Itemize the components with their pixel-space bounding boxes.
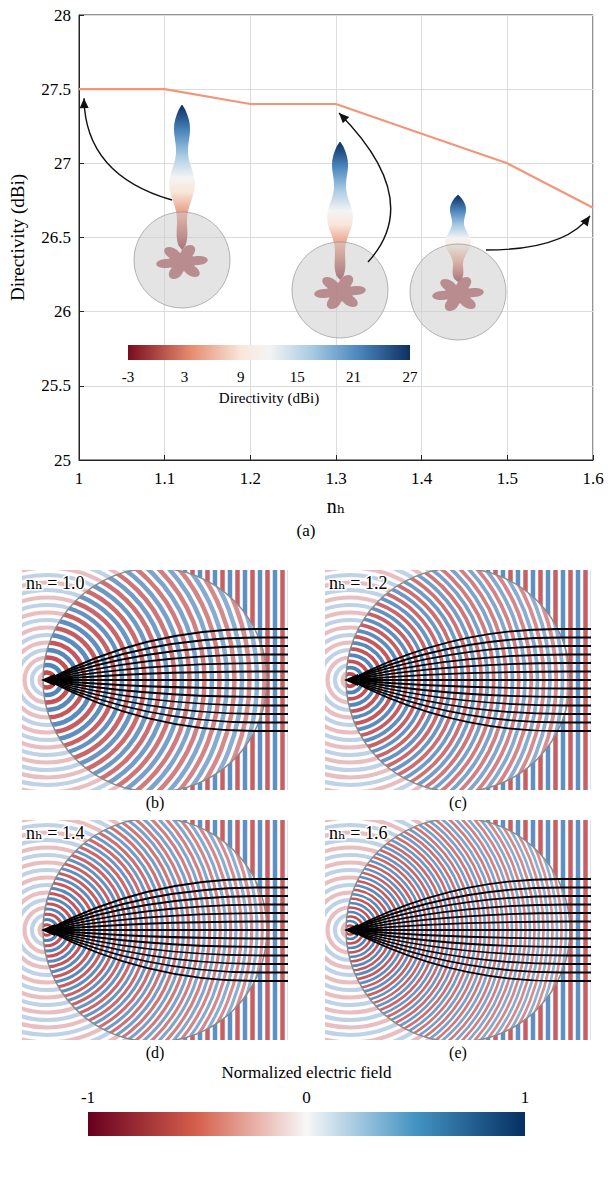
svg-text:25.5: 25.5: [41, 376, 71, 395]
svg-text:nₕ: nₕ: [327, 495, 346, 517]
svg-text:-3: -3: [122, 369, 135, 385]
svg-text:(c): (c): [449, 794, 467, 812]
svg-text:21: 21: [346, 369, 361, 385]
svg-text:28: 28: [54, 6, 71, 25]
svg-text:27.5: 27.5: [41, 80, 71, 99]
svg-text:26.5: 26.5: [41, 228, 71, 247]
svg-text:(e): (e): [449, 1044, 467, 1062]
svg-text:9: 9: [237, 369, 245, 385]
svg-text:(a): (a): [297, 521, 316, 540]
svg-text:(b): (b): [146, 794, 165, 812]
svg-text:0: 0: [302, 1088, 311, 1107]
svg-text:1.2: 1.2: [240, 469, 261, 488]
svg-text:-1: -1: [81, 1088, 95, 1107]
svg-text:(d): (d): [146, 1044, 165, 1062]
svg-text:27: 27: [403, 369, 419, 385]
svg-text:1.5: 1.5: [497, 469, 518, 488]
svg-text:1.1: 1.1: [154, 469, 175, 488]
svg-text:1.3: 1.3: [325, 469, 346, 488]
svg-text:1.4: 1.4: [411, 469, 433, 488]
svg-text:Normalized electric field: Normalized electric field: [222, 1063, 392, 1082]
svg-text:Directivity (dBi): Directivity (dBi): [7, 174, 29, 301]
svg-text:nₕ = 1.4: nₕ = 1.4: [26, 823, 84, 843]
svg-text:27: 27: [54, 154, 72, 173]
svg-text:nₕ = 1.2: nₕ = 1.2: [329, 573, 387, 593]
svg-text:15: 15: [290, 369, 305, 385]
svg-text:25: 25: [54, 451, 71, 470]
svg-text:3: 3: [181, 369, 189, 385]
svg-text:Directivity (dBi): Directivity (dBi): [219, 390, 319, 407]
svg-text:1: 1: [75, 469, 84, 488]
svg-text:nₕ = 1.6: nₕ = 1.6: [329, 823, 387, 843]
svg-text:1: 1: [521, 1088, 530, 1107]
svg-text:nₕ = 1.0: nₕ = 1.0: [26, 573, 84, 593]
svg-text:1.6: 1.6: [582, 469, 603, 488]
svg-text:26: 26: [54, 302, 71, 321]
